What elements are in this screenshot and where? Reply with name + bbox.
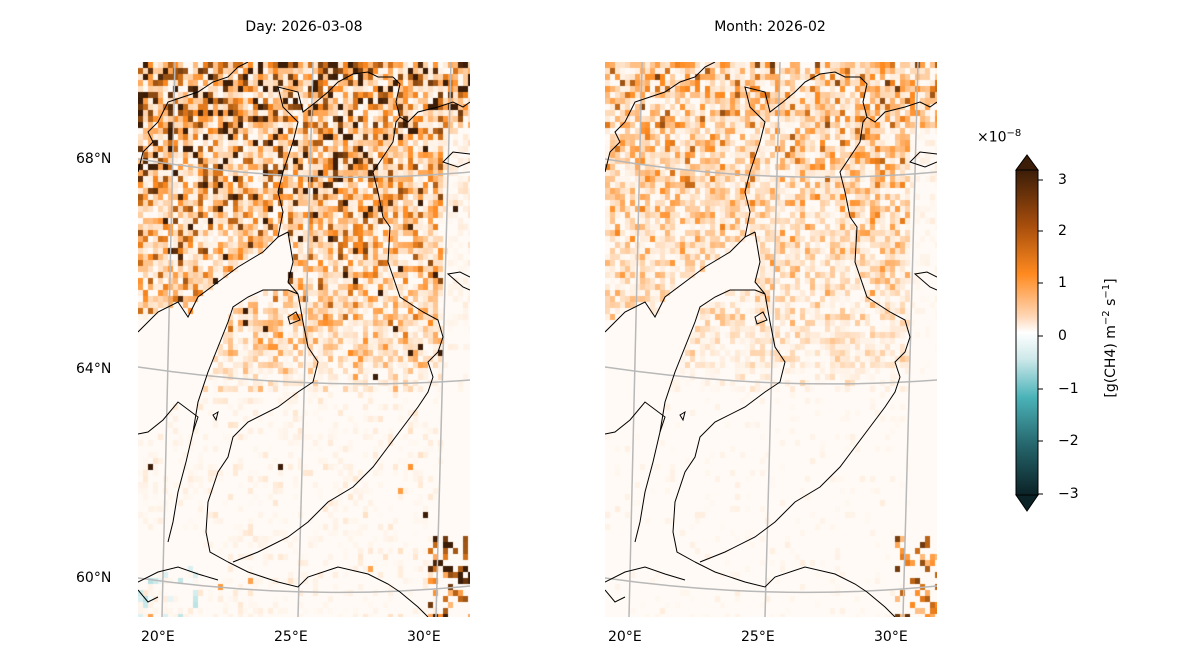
panel-title-day: Day: 2026-03-08: [245, 19, 363, 35]
lat-label-60: 60°N: [76, 570, 112, 586]
coastline: [212, 410, 219, 422]
colorbar-tick: −1: [1058, 381, 1079, 397]
panel-title-month: Month: 2026-02: [714, 19, 826, 35]
latitude-gridline: [605, 366, 937, 385]
coastline: [277, 71, 393, 238]
coastline: [859, 76, 937, 123]
coastline: [227, 561, 429, 617]
latitude-gridline: [138, 158, 470, 178]
coastline: [605, 62, 716, 173]
coastline: [744, 71, 860, 238]
map-overlay-day: [138, 62, 470, 617]
coastline: [605, 401, 666, 435]
coastline: [167, 231, 299, 543]
coastline: [232, 216, 444, 563]
lon-label-20-month: 20°E: [608, 629, 642, 645]
coastline: [679, 410, 686, 422]
coastline: [839, 116, 868, 218]
coastline: [442, 151, 470, 168]
colorbar-label: [g(CH4) m−2 s−1]: [1101, 278, 1119, 398]
lat-label-64: 64°N: [76, 361, 112, 377]
colorbar-multiplier: ×10−8: [977, 128, 1022, 146]
lon-label-20-day: 20°E: [141, 629, 175, 645]
colorbar-tick: 3: [1058, 172, 1067, 188]
coastline: [372, 116, 401, 218]
longitude-gridline: [297, 62, 314, 617]
coastline: [138, 231, 289, 333]
latitude-gridline: [138, 577, 470, 594]
colorbar-tick: −2: [1058, 433, 1079, 449]
longitude-gridline: [161, 62, 176, 617]
colorbar-gradient: [1015, 169, 1039, 496]
coastline: [754, 311, 768, 325]
colorbar-tick: 1: [1058, 275, 1067, 291]
colorbar: [1015, 154, 1043, 512]
latitude-gridline: [605, 158, 937, 178]
coastline: [913, 271, 937, 291]
coastline: [605, 231, 756, 333]
coastline: [699, 216, 911, 563]
latitude-gridline: [138, 366, 470, 385]
coastline: [138, 589, 159, 603]
coastline: [634, 231, 766, 543]
coastline: [138, 401, 199, 435]
coastline: [605, 566, 686, 583]
colorbar-extend-min: [1015, 494, 1039, 512]
map-overlay-month: [605, 62, 937, 617]
coastline: [909, 151, 937, 168]
coastline: [205, 293, 319, 563]
coastline: [138, 566, 219, 583]
longitude-gridline: [628, 62, 643, 617]
lon-label-30-month: 30°E: [874, 629, 908, 645]
coastline: [605, 589, 626, 603]
latitude-gridline: [605, 577, 937, 594]
coastline: [672, 293, 786, 563]
lat-label-68: 68°N: [76, 151, 112, 167]
longitude-gridline: [435, 62, 452, 617]
lon-label-25-day: 25°E: [274, 629, 308, 645]
lon-label-30-day: 30°E: [407, 629, 441, 645]
lon-label-25-month: 25°E: [741, 629, 775, 645]
coastline: [287, 311, 301, 325]
colorbar-tick: 2: [1058, 223, 1067, 239]
coastline: [138, 62, 249, 173]
coastline: [446, 271, 470, 291]
colorbar-extend-max: [1015, 154, 1039, 171]
longitude-gridline: [902, 62, 919, 617]
longitude-gridline: [764, 62, 781, 617]
colorbar-tick: −3: [1058, 486, 1079, 502]
colorbar-tick: 0: [1058, 328, 1067, 344]
coastline: [694, 561, 896, 617]
coastline: [392, 76, 470, 123]
